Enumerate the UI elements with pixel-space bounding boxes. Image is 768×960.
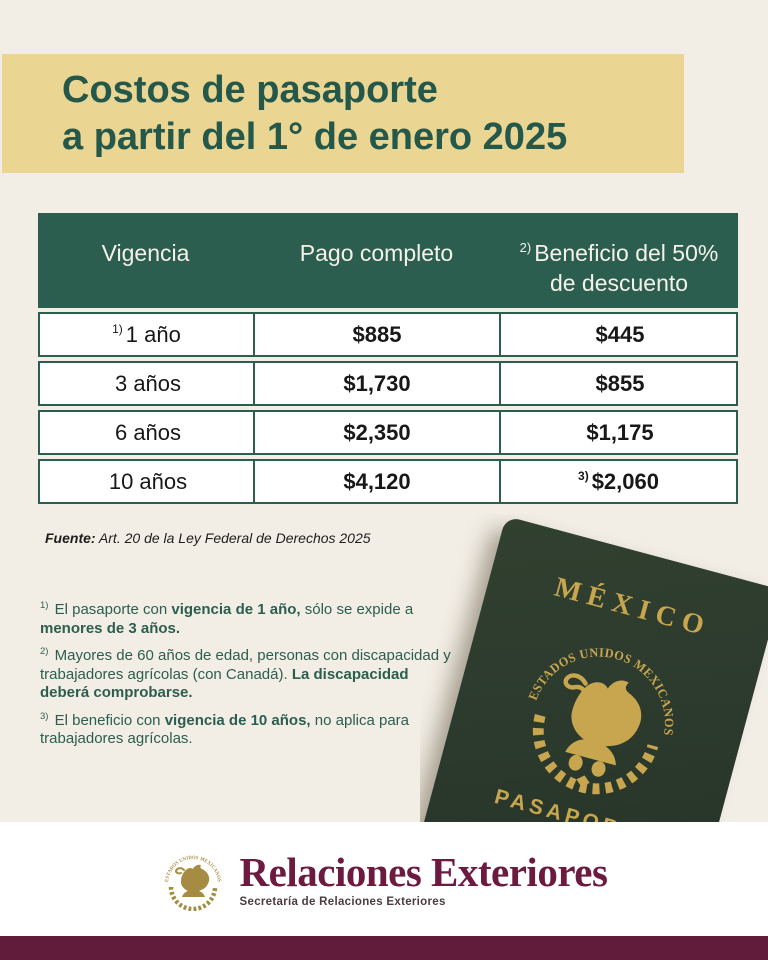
footnote-ref-3: 3) xyxy=(578,469,589,484)
bottom-bar xyxy=(0,936,768,960)
cell-vigencia: 1) 1 año xyxy=(112,321,181,347)
footnote-1: 1) El pasaporte con vigencia de 1 año, s… xyxy=(40,600,414,637)
title-banner: Costos de pasaporte a partir del 1° de e… xyxy=(2,54,684,173)
eagle-silhouette-small xyxy=(180,864,209,897)
table-row-6-years: 6 años $2,350 $1,175 xyxy=(38,410,738,455)
cell-beneficio: $855 xyxy=(499,363,736,404)
footnote-ref-2: 2) xyxy=(519,240,532,256)
passport-cover: MÉXICO ESTADOS UNIDOS MEXICANOS PASAPORT… xyxy=(420,516,768,822)
sre-seal-logo: ESTADOS UNIDOS MEXICANOS xyxy=(164,855,221,911)
cell-vigencia: 10 años xyxy=(108,468,188,494)
cell-beneficio: $445 xyxy=(499,314,736,355)
table-row-1-year: 1) 1 año $885 $445 xyxy=(38,312,738,357)
header-vigencia: Vigencia xyxy=(101,240,190,266)
table-row-10-years: 10 años $4,120 3) $2,060 xyxy=(38,459,738,504)
header-beneficio: 2) Beneficio del 50% de descuento xyxy=(519,240,719,296)
eagle-silhouette xyxy=(564,680,641,766)
passport-photo: MÉXICO ESTADOS UNIDOS MEXICANOS PASAPORT… xyxy=(420,514,768,822)
snake xyxy=(563,673,588,697)
title-line-1: Costos de pasaporte xyxy=(62,69,438,111)
table-row-3-years: 3 años $1,730 $855 xyxy=(38,361,738,406)
footnote-2: 2) Mayores de 60 años de edad, personas … xyxy=(40,646,451,701)
cell-pago: $2,350 xyxy=(253,412,499,453)
sre-subtitle: Secretaría de Relaciones Exteriores xyxy=(239,895,446,908)
header-pago-completo: Pago completo xyxy=(299,240,454,266)
source-note: Fuente: Art. 20 de la Ley Federal de Der… xyxy=(45,530,371,546)
cell-vigencia: 3 años xyxy=(114,370,182,396)
cell-pago: $4,120 xyxy=(253,461,499,502)
sre-wordmark: Relaciones Exteriores xyxy=(239,848,608,895)
coat-of-arms-emblem: ESTADOS UNIDOS MEXICANOS xyxy=(525,628,693,795)
source-text: Art. 20 de la Ley Federal de Derechos 20… xyxy=(95,530,371,546)
cell-beneficio: 3) $2,060 xyxy=(499,461,736,502)
title-line-2: a partir del 1° de enero 2025 xyxy=(62,116,568,158)
cell-beneficio: $1,175 xyxy=(499,412,736,453)
footnote-3: 3) El beneficio con vigencia de 10 años,… xyxy=(40,710,410,747)
footer-text-block: Relaciones Exteriores Secretaría de Rela… xyxy=(240,851,608,908)
source-label: Fuente: xyxy=(45,530,96,546)
cell-vigencia: 6 años xyxy=(114,419,182,445)
footnotes: 1) El pasaporte con vigencia de 1 año, s… xyxy=(40,601,452,758)
cell-pago: $885 xyxy=(253,314,499,355)
cell-pago: $1,730 xyxy=(253,363,499,404)
costs-table: Vigencia Pago completo 2) Beneficio del 5… xyxy=(38,213,738,504)
footnote-ref-1: 1) xyxy=(112,322,123,337)
page-title: Costos de pasaporte a partir del 1° de e… xyxy=(2,54,684,161)
footer: ESTADOS UNIDOS MEXICANOS Relaciones Exte… xyxy=(0,822,768,936)
table-header-row: Vigencia Pago completo 2) Beneficio del 5… xyxy=(38,213,738,308)
